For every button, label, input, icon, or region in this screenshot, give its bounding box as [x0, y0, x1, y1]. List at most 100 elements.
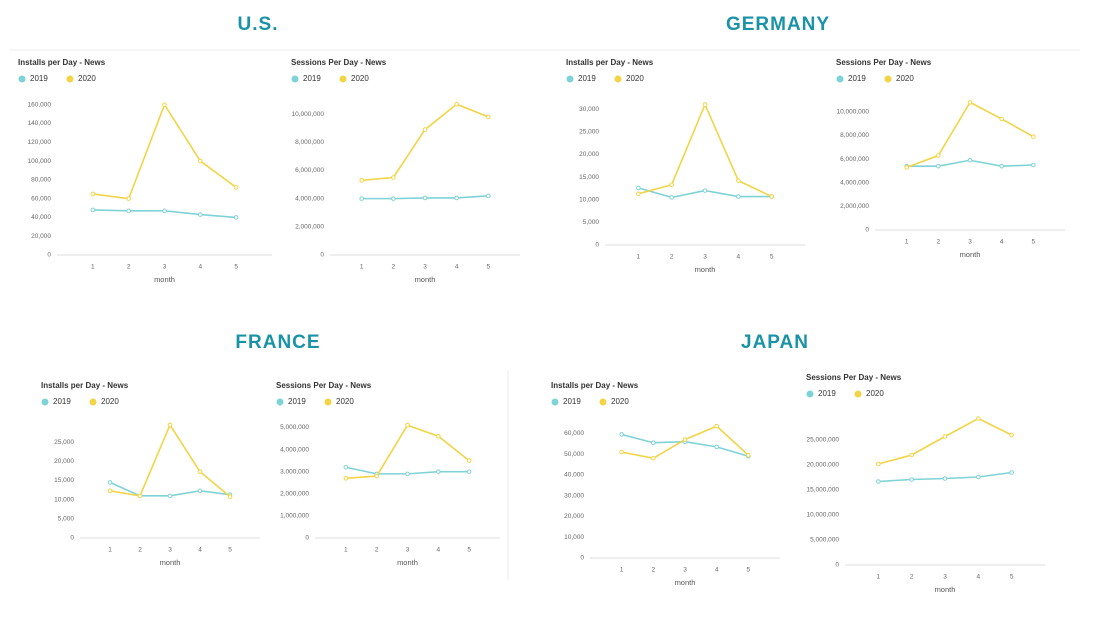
- x-tick-label: 1: [344, 547, 348, 554]
- chart-title: Sessions Per Day - News: [806, 373, 902, 382]
- y-tick-label: 4,000,000: [840, 179, 869, 186]
- point: [436, 469, 441, 474]
- point: [405, 471, 410, 477]
- legend-marker: [854, 390, 862, 398]
- x-tick-label: 2: [652, 567, 656, 574]
- x-tick-label: 3: [968, 239, 972, 246]
- legend-marker: [566, 75, 574, 83]
- y-tick-label: 5,000: [583, 219, 600, 226]
- y-tick-label: 0: [835, 562, 839, 569]
- point: [197, 488, 203, 494]
- series-line: [92, 102, 237, 200]
- point: [454, 195, 459, 201]
- legend-label: 2020: [101, 397, 119, 406]
- y-tick-label: 10,000,000: [291, 111, 324, 118]
- y-tick-label: 50,000: [564, 451, 584, 458]
- y-tick-label: 0: [580, 555, 584, 562]
- x-tick-label: 2: [138, 547, 142, 554]
- legend-label: 2019: [818, 389, 836, 398]
- x-tick-label: 3: [168, 547, 172, 554]
- series-line: [345, 424, 470, 480]
- y-tick-label: 25,000: [579, 128, 599, 135]
- chart: Installs per Day - News 2019 2020 0 5,000 10,…: [41, 381, 260, 567]
- y-tick-label: 120,000: [28, 139, 52, 146]
- y-tick-label: 20,000: [54, 458, 74, 465]
- chart: Installs per Day - News 2019 2020 0 20,000 40…: [18, 58, 272, 284]
- section-title: JAPAN: [741, 332, 809, 353]
- y-tick-label: 5,000: [58, 516, 75, 523]
- point: [669, 182, 674, 188]
- x-axis-label: month: [154, 275, 175, 284]
- point: [107, 480, 113, 485]
- x-tick-label: 5: [770, 254, 774, 261]
- point: [769, 194, 774, 199]
- point: [702, 188, 708, 193]
- x-tick-label: 1: [91, 264, 95, 271]
- point: [126, 196, 131, 201]
- x-tick-label: 1: [637, 254, 641, 261]
- y-tick-label: 20,000: [31, 233, 51, 240]
- chart-title: Installs per Day - News: [41, 381, 129, 390]
- x-tick-label: 3: [683, 567, 687, 574]
- chart-title: Installs per Day - News: [566, 58, 654, 67]
- point: [137, 493, 143, 499]
- point: [374, 473, 379, 479]
- point: [999, 116, 1004, 122]
- legend-marker: [884, 75, 892, 83]
- point: [198, 158, 203, 164]
- point: [904, 165, 909, 170]
- x-tick-label: 2: [392, 264, 396, 271]
- point: [1031, 134, 1036, 139]
- legend-label: 2019: [30, 74, 48, 83]
- point: [90, 191, 96, 197]
- x-tick-label: 4: [1000, 239, 1004, 246]
- point: [909, 452, 914, 458]
- y-tick-label: 2,000,000: [280, 490, 309, 497]
- x-tick-label: 5: [228, 547, 232, 554]
- x-axis-label: month: [160, 558, 181, 567]
- legend-label: 2020: [336, 397, 354, 406]
- point: [162, 208, 167, 214]
- chart: Sessions Per Day - News 2019 2020 0 2,000,00…: [291, 58, 520, 284]
- y-tick-label: 60,000: [31, 195, 51, 202]
- series-line: [906, 101, 1034, 169]
- point: [359, 178, 364, 183]
- point: [702, 102, 708, 107]
- x-tick-label: 5: [467, 547, 471, 554]
- x-tick-label: 1: [877, 574, 881, 581]
- legend-marker: [89, 398, 97, 406]
- x-tick-label: 3: [406, 547, 410, 554]
- point: [909, 477, 914, 482]
- y-tick-label: 10,000: [54, 496, 74, 503]
- point: [976, 416, 981, 421]
- y-tick-label: 10,000,000: [836, 109, 869, 116]
- legend-label: 2019: [848, 74, 866, 83]
- y-tick-label: 40,000: [564, 472, 584, 479]
- point: [391, 175, 396, 180]
- y-tick-label: 5,000,000: [810, 537, 839, 544]
- point: [669, 195, 674, 200]
- chart-title: Sessions Per Day - News: [836, 58, 932, 67]
- x-tick-label: 1: [360, 264, 364, 271]
- chart: Sessions Per Day - News 2019 2020 0 2,000,00…: [836, 58, 1065, 259]
- point: [227, 494, 233, 499]
- y-tick-label: 0: [47, 252, 51, 259]
- chart: Installs per Day - News 2019 2020 0 10,000 20…: [551, 381, 780, 587]
- point: [876, 461, 881, 467]
- legend-marker: [836, 75, 844, 83]
- y-tick-label: 2,000,000: [840, 203, 869, 210]
- y-tick-label: 25,000,000: [806, 437, 839, 444]
- y-tick-label: 15,000: [54, 477, 74, 484]
- chart-title: Sessions Per Day - News: [276, 381, 372, 390]
- point: [619, 449, 624, 455]
- legend-label: 2020: [611, 397, 629, 406]
- x-tick-label: 4: [977, 574, 981, 581]
- x-tick-label: 1: [620, 567, 624, 574]
- chart-title: Installs per Day - News: [551, 381, 639, 390]
- point: [107, 488, 113, 494]
- x-tick-label: 2: [910, 574, 914, 581]
- y-tick-label: 10,000: [564, 534, 584, 541]
- point: [454, 101, 459, 107]
- point: [466, 469, 472, 474]
